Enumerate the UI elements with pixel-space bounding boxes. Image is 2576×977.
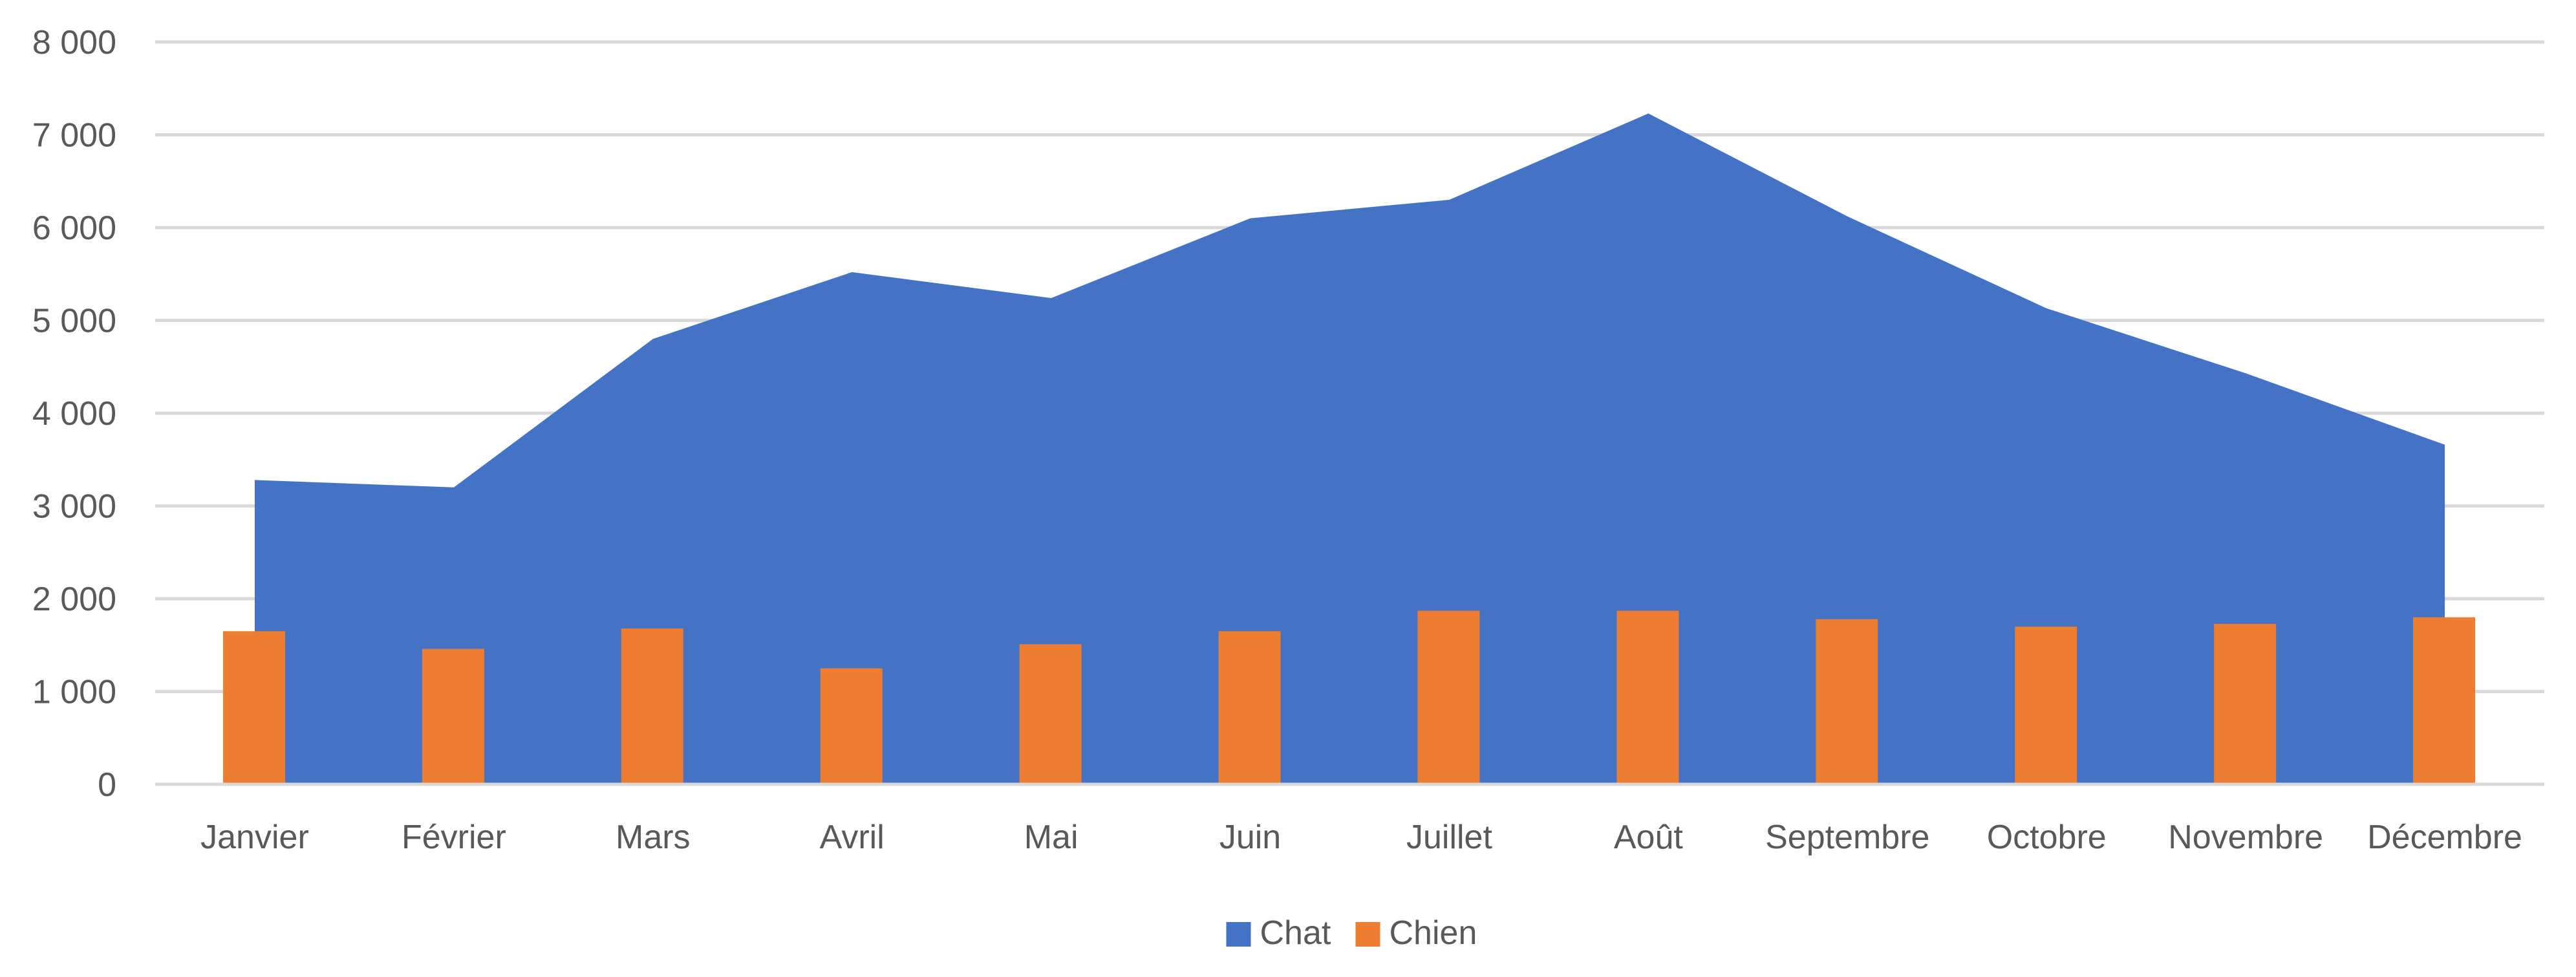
y-tick-label: 4 000 (32, 395, 116, 433)
axes: 0 1 000 2 000 3 000 4 000 5 000 6 000 7 000 8 00… (32, 24, 2544, 856)
legend-label-chat: Chat (1260, 914, 1331, 952)
legend: Chat Chien (1226, 914, 1477, 952)
x-tick-label: Mars (616, 819, 691, 856)
legend-label-chien: Chien (1390, 914, 1477, 952)
x-tick-label: Janvier (200, 819, 309, 856)
bar-chien (2214, 623, 2277, 784)
y-tick-label: 8 000 (32, 24, 116, 61)
bar-chien (820, 668, 883, 784)
y-tick-label: 1 000 (32, 674, 116, 711)
bar-chien (1218, 631, 1281, 784)
x-tick-label: Août (1614, 819, 1684, 856)
x-tick-label: Juin (1219, 819, 1281, 856)
y-tick-label: 6 000 (32, 209, 116, 247)
x-tick-label: Février (402, 819, 506, 856)
bar-chien (422, 649, 484, 784)
x-tick-label: Juillet (1406, 819, 1492, 856)
legend-swatch-chien (1355, 922, 1380, 947)
area-series-layer (254, 113, 2445, 784)
bar-chien (1816, 619, 1878, 784)
area-series-chat (254, 113, 2445, 784)
y-tick-label: 2 000 (32, 581, 116, 618)
bar-chien (1417, 610, 1480, 784)
bar-chien (1019, 644, 1082, 784)
y-tick-label: 7 000 (32, 117, 116, 155)
bar-chien (222, 631, 285, 784)
x-tick-label: Avril (820, 819, 885, 856)
y-tick-label: 5 000 (32, 303, 116, 340)
bar-chien (2015, 627, 2077, 784)
x-tick-label: Décembre (2367, 819, 2522, 856)
y-tick-label: 3 000 (32, 488, 116, 526)
y-tick-label: 0 (98, 766, 116, 804)
x-tick-label: Septembre (1765, 819, 1929, 856)
bar-chien (621, 628, 683, 784)
x-tick-label: Novembre (2168, 819, 2323, 856)
legend-swatch-chat (1226, 922, 1251, 947)
bar-series-layer (222, 610, 2476, 784)
bar-chien (2413, 617, 2476, 784)
x-tick-label: Mai (1024, 819, 1079, 856)
bar-chien (1616, 610, 1679, 784)
x-tick-label: Octobre (1987, 819, 2107, 856)
